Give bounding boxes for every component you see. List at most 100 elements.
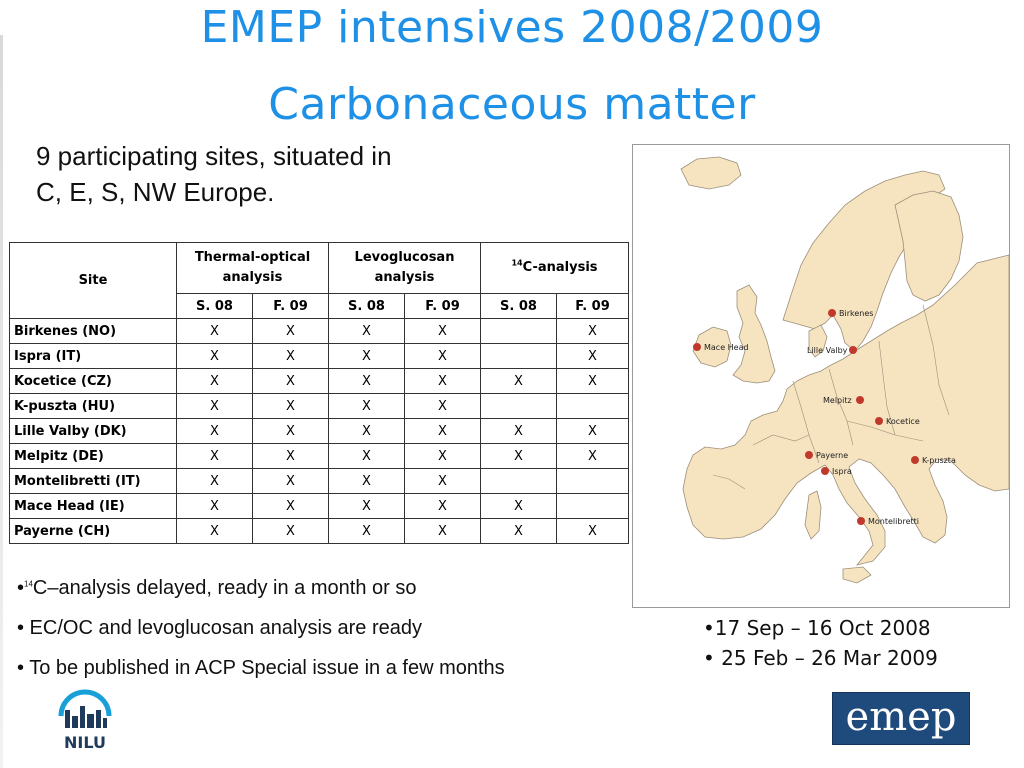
- site-marker-montelibretti: [857, 517, 865, 525]
- table-header-row: Site Thermal-optical analysis Levoglucos…: [9, 242, 630, 319]
- analysis-cell: X: [252, 393, 329, 419]
- nilu-logo: NILU: [58, 689, 112, 752]
- analysis-cell: X: [328, 368, 405, 394]
- table-row: Mace Head (IE) X X X X X: [9, 493, 630, 519]
- site-marker-birkenes: [828, 309, 836, 317]
- slide-title-line-2: Carbonaceous matter: [268, 79, 756, 130]
- site-label-montelibretti: Montelibretti: [868, 517, 919, 526]
- analysis-cell: [480, 393, 557, 419]
- emep-logo: emep: [832, 692, 970, 745]
- header-period-cell: S. 08: [176, 293, 253, 319]
- analysis-cell: [555, 393, 630, 419]
- analysis-cell: X: [252, 368, 329, 394]
- site-lille-valby: Lille Valby: [807, 346, 857, 355]
- nilu-logo-building: [87, 714, 94, 728]
- analysis-cell: [480, 468, 557, 494]
- site-kpuszta: K-puszta: [911, 456, 956, 465]
- site-markers: Birkenes Mace Head Lille Valby Melpitz K…: [693, 309, 956, 526]
- analysis-cell: X: [404, 343, 481, 369]
- analysis-cell: X: [176, 318, 253, 344]
- analysis-cell: X: [555, 343, 630, 369]
- site-payerne: Payerne: [805, 451, 848, 460]
- header-period-cell: F. 09: [404, 293, 481, 319]
- note-c14-delayed: •14C–analysis delayed, ready in a month …: [17, 568, 505, 608]
- site-name-cell: Ispra (IT): [9, 343, 177, 369]
- site-label-ispra: Ispra: [832, 467, 852, 476]
- corsica-sardinia-shape: [804, 490, 822, 540]
- site-kocetice: Kocetice: [875, 417, 920, 426]
- site-name-cell: Kocetice (CZ): [9, 368, 177, 394]
- ireland-shape: [692, 326, 732, 368]
- site-label-mace-head: Mace Head: [704, 343, 749, 352]
- analysis-cell: X: [328, 318, 405, 344]
- analysis-cell: X: [404, 518, 481, 544]
- note-c14-superscript: 14: [24, 579, 33, 589]
- site-ispra: Ispra: [821, 467, 852, 476]
- analysis-cell: X: [176, 418, 253, 444]
- analysis-cell: [555, 468, 630, 494]
- analysis-cell: X: [555, 518, 630, 544]
- analysis-cell: X: [480, 518, 557, 544]
- table-period-row: S. 08 F. 09 S. 08 F. 09 S. 08 F. 09: [10, 293, 630, 319]
- site-marker-melpitz: [856, 396, 864, 404]
- analysis-cell: X: [555, 318, 630, 344]
- note-c14-bullet: •: [17, 577, 25, 599]
- analysis-cell: X: [328, 493, 405, 519]
- site-montelibretti: Montelibretti: [857, 517, 919, 526]
- analysis-cell: X: [404, 368, 481, 394]
- analysis-cell: X: [480, 368, 557, 394]
- border-line: [792, 380, 820, 464]
- emep-logo-text: emep: [845, 694, 957, 740]
- analysis-cell: X: [328, 418, 405, 444]
- analysis-cell: X: [328, 343, 405, 369]
- site-name-cell: Birkenes (NO): [9, 318, 177, 344]
- site-name-cell: Payerne (CH): [9, 518, 177, 544]
- nilu-logo-building: [103, 718, 107, 728]
- campaign-date-1: •17 Sep – 16 Oct 2008: [703, 616, 931, 640]
- note-acp-publication: • To be published in ACP Special issue i…: [17, 657, 505, 679]
- analysis-cell: X: [176, 368, 253, 394]
- border-line: [752, 434, 810, 446]
- finland-shape: [894, 190, 964, 302]
- site-label-lille-valby: Lille Valby: [807, 346, 848, 355]
- header-c14: 14C-analysis: [479, 242, 630, 294]
- analysis-cell: X: [176, 343, 253, 369]
- analysis-cell: X: [404, 493, 481, 519]
- continent-shape: [682, 254, 1009, 566]
- table-row: Ispra (IT) X X X X X: [9, 343, 630, 369]
- analysis-cell: X: [555, 368, 630, 394]
- table-row: Melpitz (DE) X X X X X X: [9, 443, 630, 469]
- analysis-cell: X: [176, 393, 253, 419]
- analysis-cell: X: [404, 418, 481, 444]
- site-marker-ispra: [821, 467, 829, 475]
- intro-text: 9 participating sites, situated in C, E,…: [36, 138, 392, 210]
- analysis-cell: X: [404, 393, 481, 419]
- border-line: [712, 474, 746, 490]
- analysis-cell: X: [328, 518, 405, 544]
- site-marker-kocetice: [875, 417, 883, 425]
- site-name-cell: Melpitz (DE): [9, 443, 177, 469]
- analysis-cell: X: [252, 418, 329, 444]
- analysis-cell: [480, 318, 557, 344]
- site-name-cell: Montelibretti (IT): [9, 468, 177, 494]
- map-land: [680, 156, 1009, 584]
- analysis-cell: [480, 343, 557, 369]
- site-label-kocetice: Kocetice: [886, 417, 920, 426]
- header-period-cell: F. 09: [555, 293, 630, 319]
- site-label-payerne: Payerne: [816, 451, 848, 460]
- analysis-cell: X: [555, 418, 630, 444]
- analysis-cell: [555, 493, 630, 519]
- site-marker-kpuszta: [911, 456, 919, 464]
- header-period-cell: F. 09: [252, 293, 329, 319]
- border-line: [846, 420, 924, 442]
- europe-map-graphic: Birkenes Mace Head Lille Valby Melpitz K…: [633, 145, 1009, 607]
- analysis-cell: X: [480, 418, 557, 444]
- site-marker-mace-head: [693, 343, 701, 351]
- intro-line-2: C, E, S, NW Europe.: [36, 177, 275, 207]
- analysis-cell: X: [328, 393, 405, 419]
- analysis-cell: X: [404, 443, 481, 469]
- left-edge-rule: [0, 35, 3, 768]
- border-line: [878, 340, 896, 436]
- table-body: Birkenes (NO) X X X X X Ispra (IT) X X X X X Kocetic…: [9, 318, 630, 544]
- analysis-cell: X: [176, 468, 253, 494]
